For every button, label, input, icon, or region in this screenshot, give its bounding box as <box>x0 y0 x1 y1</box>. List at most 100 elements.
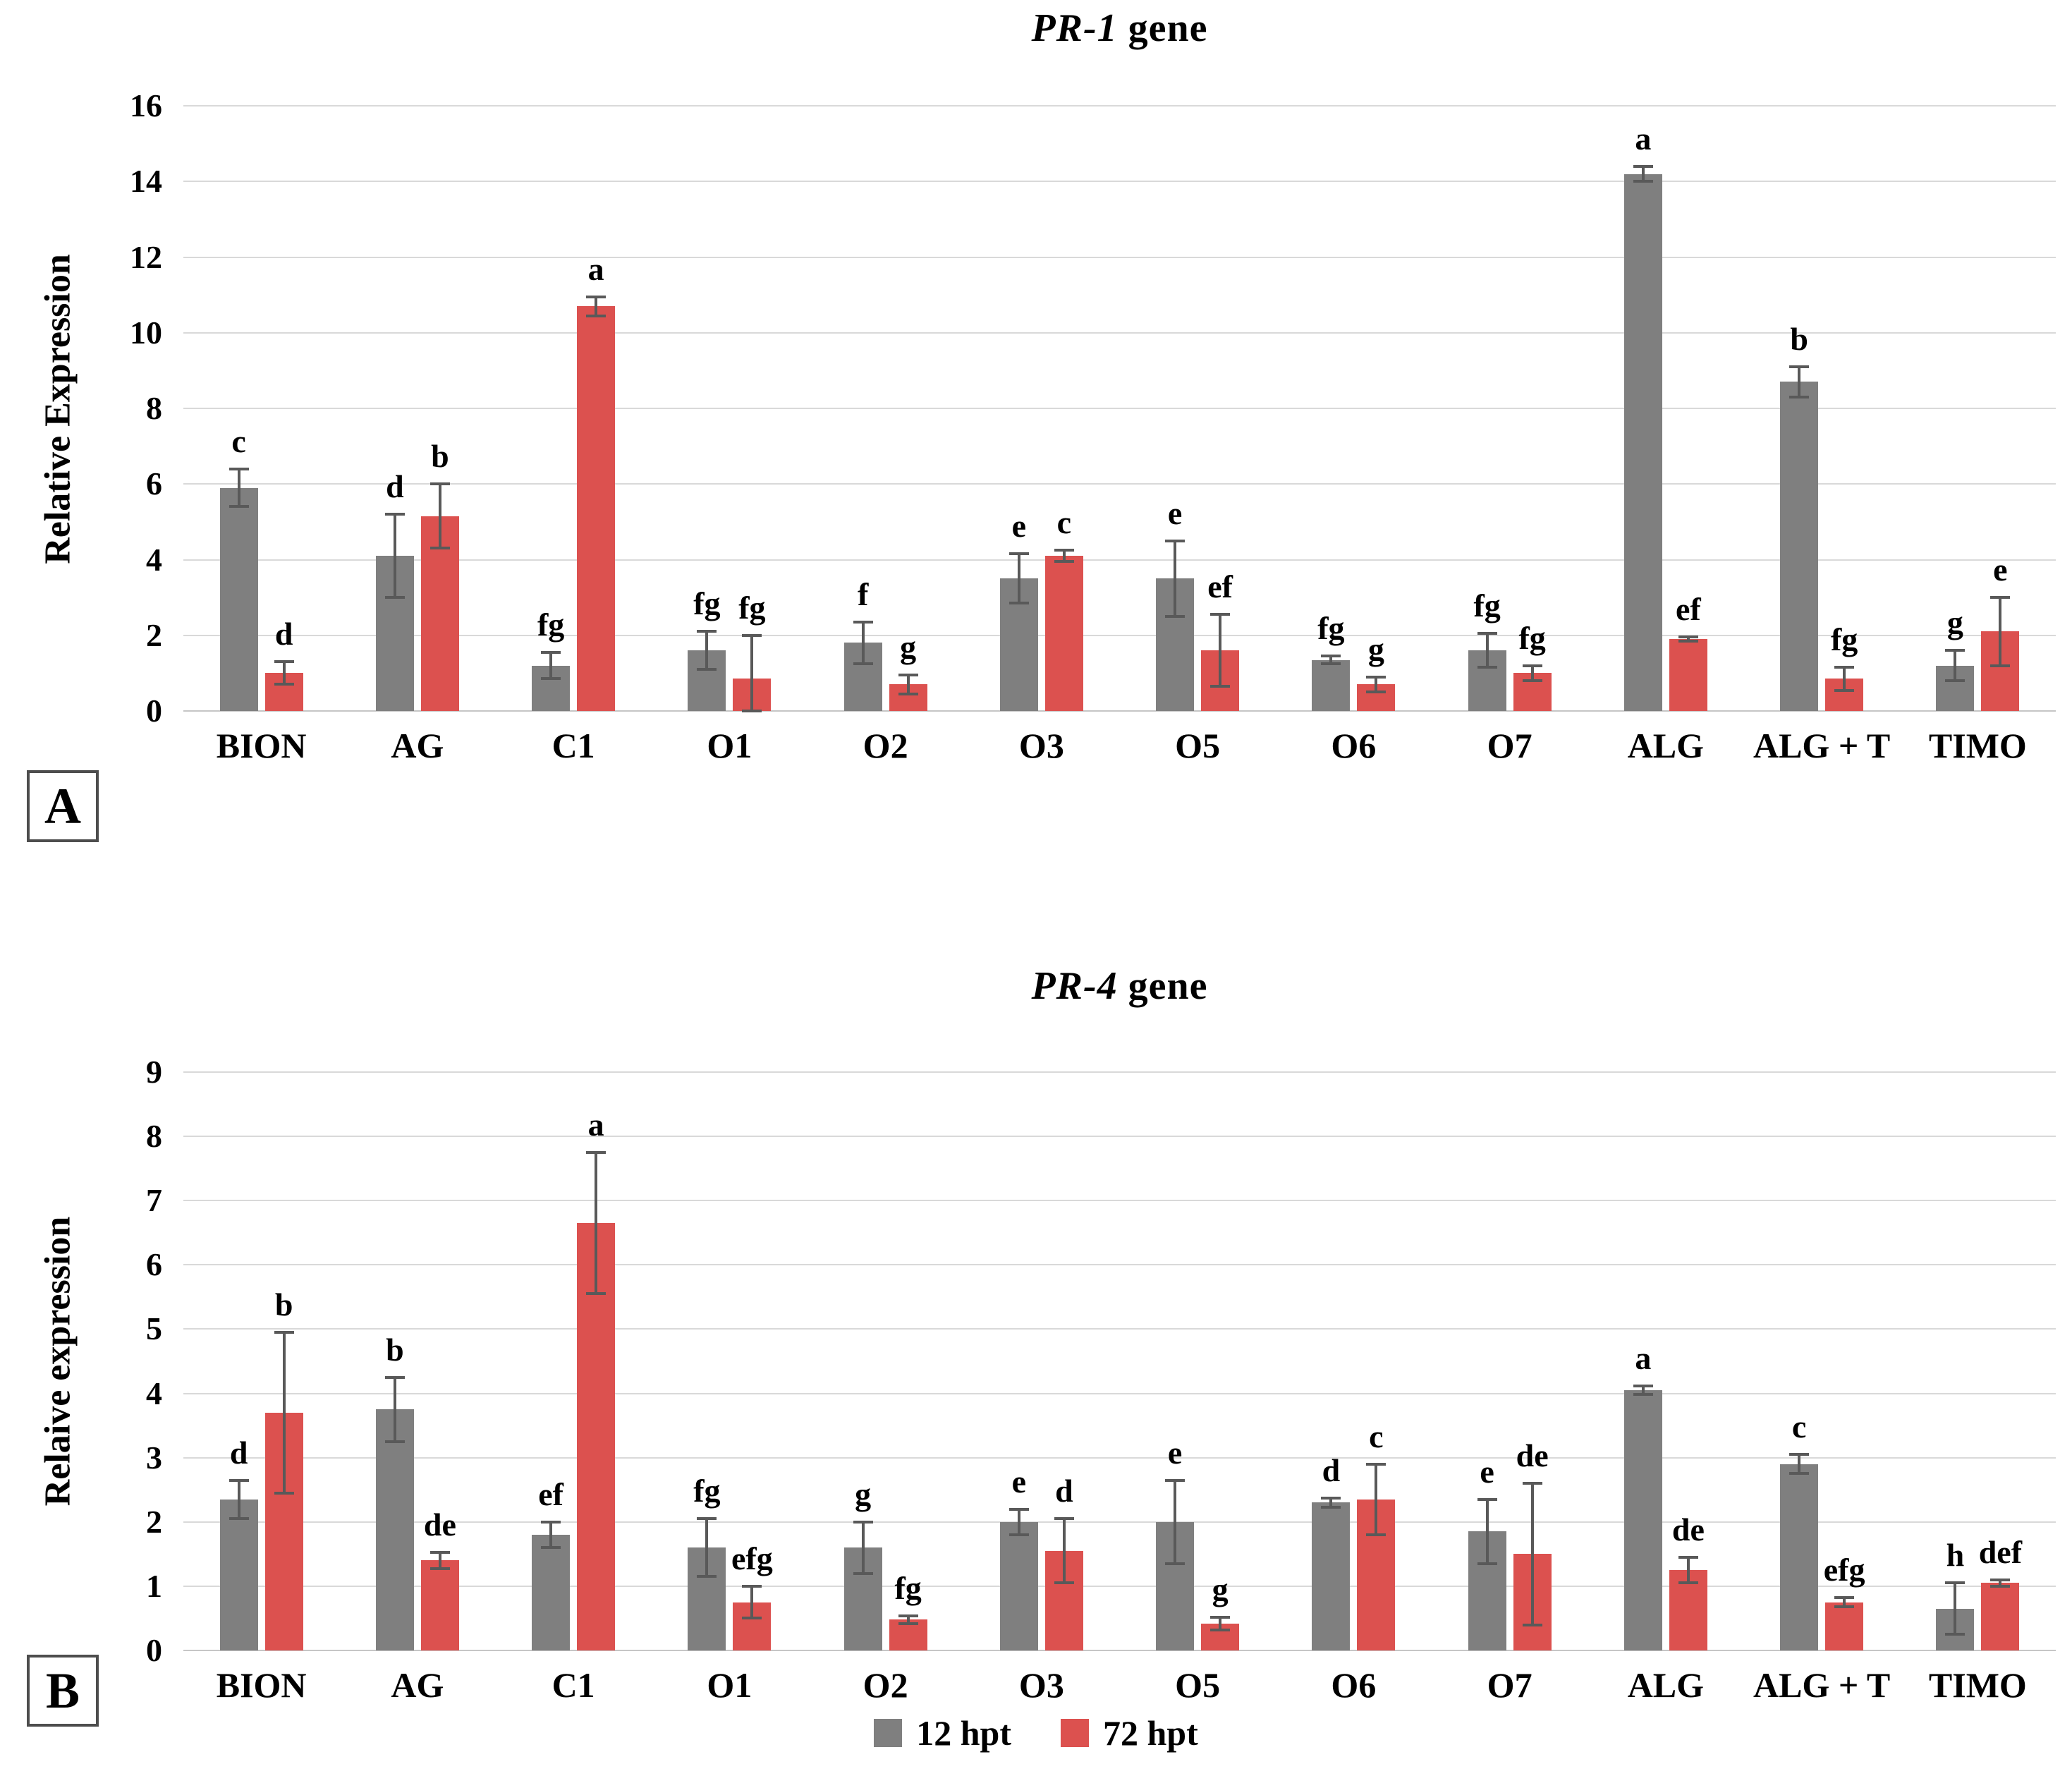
significance-letter: g <box>855 1476 872 1512</box>
error-bar <box>438 1552 441 1569</box>
error-bar-cap <box>742 633 762 637</box>
gridline <box>183 483 2056 485</box>
significance-letter: fg <box>894 1569 922 1606</box>
y-tick-label: 4 <box>146 1375 162 1411</box>
error-bar <box>705 1519 709 1577</box>
panel-b-letter: B <box>45 1662 80 1719</box>
y-tick-label: 8 <box>146 390 162 426</box>
error-bar-cap <box>1522 1482 1542 1485</box>
error-bar-cap <box>1522 664 1542 667</box>
error-bar <box>750 1586 754 1619</box>
gridline <box>183 1264 2056 1266</box>
error-bar <box>1485 1499 1489 1564</box>
gridline <box>183 181 2056 183</box>
x-category-label: ALG <box>1627 1665 1705 1705</box>
error-bar <box>1686 1557 1690 1583</box>
error-bar-cap <box>1834 1596 1855 1600</box>
error-bar-cap <box>1165 1562 1186 1565</box>
bar-12-hpt <box>219 1499 258 1650</box>
significance-letter: c <box>1369 1418 1384 1454</box>
x-category-label: O2 <box>863 1665 908 1705</box>
significance-letter: a <box>587 1106 604 1143</box>
error-bar-cap <box>228 1478 249 1482</box>
x-category-label: O6 <box>1331 726 1377 765</box>
legend-label-72-hpt: 72 hpt <box>1103 1713 1198 1753</box>
significance-letter: def <box>1978 1533 2023 1570</box>
bar-12-hpt <box>1312 659 1351 711</box>
error-bar-cap <box>1834 688 1855 692</box>
error-bar-cap <box>384 596 405 600</box>
bar-72-hpt <box>577 306 616 711</box>
error-bar <box>282 1332 286 1493</box>
y-tick-label: 1 <box>146 1567 162 1604</box>
error-bar-cap <box>274 683 294 686</box>
significance-letter: efg <box>731 1540 773 1576</box>
x-category-label: O2 <box>863 726 908 765</box>
error-bar-cap <box>1477 1497 1497 1501</box>
x-category-label: BION <box>216 726 307 765</box>
significance-letter: b <box>431 438 449 475</box>
x-category-label: C1 <box>551 726 595 765</box>
x-category-label: ALG + T <box>1753 726 1891 765</box>
bar-12-hpt <box>219 487 258 711</box>
error-bar-cap <box>1054 560 1074 564</box>
significance-letter: c <box>1791 1409 1807 1445</box>
error-bar-cap <box>1678 635 1698 639</box>
legend-label-12-hpt: 12 hpt <box>916 1713 1011 1753</box>
gridline <box>183 1392 2056 1394</box>
gridline <box>183 1521 2056 1523</box>
panel-a-plot-area: 0 2 4 6 8 10 12 14 16 BION c d AG d b C1 fg a O1 fg fg O2 f g O3… <box>130 90 2056 765</box>
error-bar <box>1641 1385 1645 1395</box>
y-tick-label: 9 <box>146 1054 162 1090</box>
error-bar-cap <box>384 513 405 516</box>
error-bar-cap <box>1789 395 1810 399</box>
error-bar-cap <box>1678 1581 1698 1585</box>
error-bar-cap <box>586 1150 607 1154</box>
error-bar-cap <box>1477 666 1497 669</box>
error-bar <box>1329 656 1333 664</box>
error-bar-cap <box>586 1292 607 1296</box>
legend-item-72-hpt: 72 hpt <box>1061 1713 1198 1753</box>
y-tick-label: 6 <box>146 1246 162 1283</box>
significance-letter: fg <box>738 589 766 626</box>
error-bar-cap <box>1321 1497 1341 1500</box>
panel-b-letter-box: B <box>27 1655 99 1727</box>
y-tick-label: 3 <box>146 1439 162 1476</box>
error-bar-cap <box>1210 1615 1231 1619</box>
significance-letter: d <box>1055 1473 1073 1509</box>
significance-letter: de <box>1516 1437 1549 1474</box>
y-tick-label: 8 <box>146 1118 162 1155</box>
bar-12-hpt <box>1780 1464 1819 1650</box>
error-bar-cap <box>1945 679 1966 683</box>
y-tick-label: 0 <box>146 693 162 729</box>
x-category-label: O1 <box>707 1665 752 1705</box>
x-category-label: AG <box>391 1665 444 1705</box>
error-bar-cap <box>1008 1507 1029 1511</box>
x-category-label: O3 <box>1018 1665 1064 1705</box>
error-bar <box>237 468 240 507</box>
error-bar-cap <box>898 674 918 677</box>
error-bar-cap <box>1366 675 1387 679</box>
error-bar <box>1999 597 2002 666</box>
panel-a-title: PR-1 gene <box>183 6 2056 51</box>
x-category-label: O3 <box>1018 726 1064 765</box>
error-bar <box>237 1480 240 1519</box>
error-bar-cap <box>1789 365 1810 369</box>
error-bar-cap <box>228 505 249 509</box>
panel-a-title-rest: gene <box>1117 6 1208 50</box>
error-bar-cap <box>1990 596 2011 600</box>
bar-72-hpt <box>420 1560 459 1650</box>
error-bar <box>393 1377 396 1442</box>
significance-letter: c <box>231 422 246 459</box>
error-bar-cap <box>1054 1581 1074 1585</box>
error-bar-cap <box>541 650 561 654</box>
error-bar <box>1375 1464 1378 1535</box>
significance-letter: d <box>386 468 404 505</box>
significance-letter: e <box>1993 552 2008 588</box>
significance-letter: efg <box>1823 1552 1865 1588</box>
error-bar-cap <box>1366 1462 1387 1466</box>
error-bar <box>1375 676 1378 693</box>
error-bar <box>1999 1579 2002 1586</box>
significance-letter: ef <box>1676 591 1701 628</box>
